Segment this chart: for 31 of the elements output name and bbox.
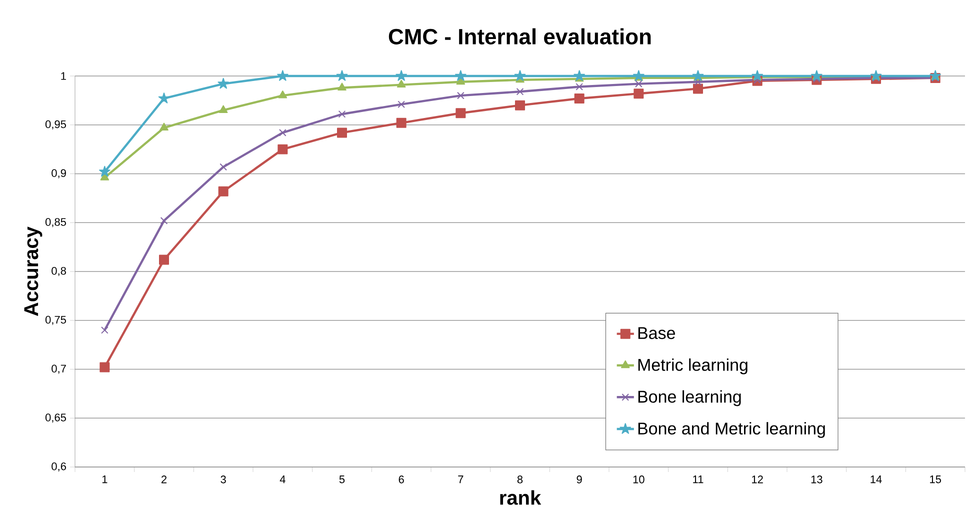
y-tick-label: 0,9 [52,169,66,178]
y-tick-label: 0,6 [52,462,66,472]
x-tick-label: 1 [102,476,108,484]
y-tick-label: 0,65 [45,414,66,423]
x-tick-label: 13 [811,476,822,484]
legend-label: Bone and Metric learning [638,422,825,438]
y-tick-label: 0,95 [45,120,66,130]
y-tick-label: 0,8 [52,266,66,276]
x-tick-label: 8 [517,476,523,484]
x-tick-label: 12 [752,476,763,484]
chart-title: CMC - Internal evaluation [388,28,651,44]
y-tick-label: 0,7 [52,364,66,374]
x-tick-label: 11 [693,476,704,484]
x-tick-label: 7 [458,476,464,484]
y-axis-title: Accuracy [24,226,42,316]
x-tick-label: 5 [339,476,345,484]
legend-label: Metric learning [638,358,748,374]
x-tick-label: 4 [280,476,286,484]
legend-label: Base [638,327,676,340]
x-tick-label: 14 [870,476,882,484]
x-tick-label: 3 [220,476,226,484]
x-tick-label: 6 [398,476,404,484]
x-tick-label: 2 [161,476,167,484]
y-tick-label: 1 [61,72,66,80]
x-tick-label: 15 [930,476,941,484]
legend-label: Bone learning [638,390,741,406]
y-tick-label: 0,85 [45,218,66,228]
x-tick-label: 10 [633,476,644,484]
y-tick-label: 0,75 [45,316,66,325]
x-tick-label: 9 [576,476,582,484]
x-axis-title: rank [500,490,542,505]
